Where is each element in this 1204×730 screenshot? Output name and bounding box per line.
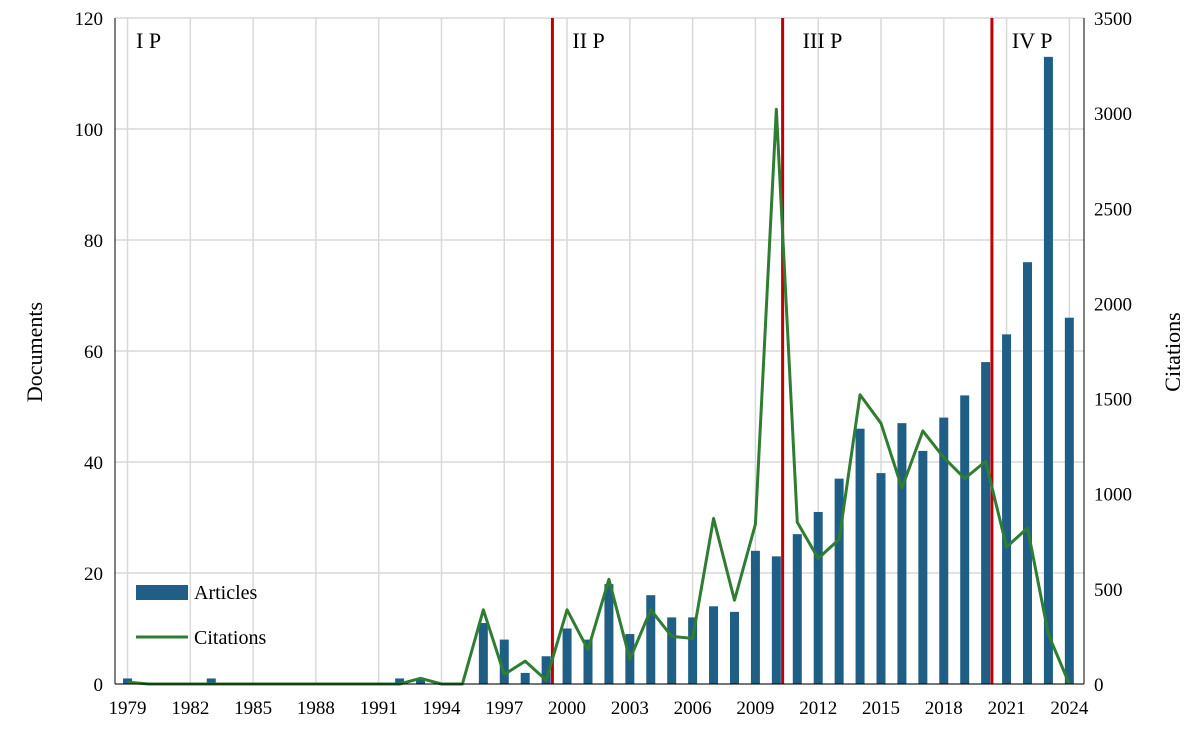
x-tick-label: 2009	[736, 698, 774, 719]
bar-articles-2019	[960, 395, 970, 684]
bar-articles-1998	[520, 672, 530, 684]
y-axis-left-title: Documents	[22, 302, 47, 402]
bar-articles-1993	[416, 678, 426, 684]
period-label: I P	[136, 28, 161, 53]
bar-articles-2024	[1064, 317, 1074, 684]
y-left-tick-label: 120	[75, 9, 104, 30]
x-tick-label: 1985	[234, 698, 272, 719]
period-labels: I P II P III P IV P	[136, 28, 1052, 53]
y-right-tick-label: 2500	[1094, 199, 1132, 220]
y-right-tick-label: 0	[1094, 675, 1104, 696]
bar-articles-2017	[918, 450, 928, 684]
line-series-citations	[127, 107, 1071, 686]
bar-articles-2021	[1002, 334, 1012, 684]
bar-series-articles	[123, 56, 1074, 685]
bar-articles-2002	[604, 584, 614, 684]
y-right-tick-label: 500	[1094, 580, 1123, 601]
bar-articles-2016	[897, 423, 907, 684]
bar-articles-1996	[478, 622, 488, 684]
x-tick-label: 1991	[360, 698, 398, 719]
x-tick-label: 2021	[988, 698, 1026, 719]
x-tick-label: 2003	[611, 698, 649, 719]
bar-articles-2015	[876, 473, 886, 684]
x-tick-label: 2018	[925, 698, 963, 719]
bar-articles-1992	[395, 678, 405, 684]
bar-articles-2001	[583, 639, 593, 684]
bar-articles-1997	[499, 639, 509, 684]
bar-articles-2022	[1022, 262, 1032, 684]
period-label: III P	[803, 28, 843, 53]
y-left-tick-label: 60	[84, 342, 103, 363]
axes-layer	[114, 18, 1085, 685]
y-left-tick-label: 20	[84, 564, 103, 585]
y-right-tick-label: 3500	[1094, 9, 1132, 30]
y-right-tick-label: 3000	[1094, 104, 1132, 125]
period-lines	[550, 18, 994, 684]
y-left-tick-label: 100	[75, 120, 104, 141]
bar-articles-2008	[729, 611, 739, 684]
x-tick-label: 2000	[548, 698, 586, 719]
x-tick-label: 2015	[862, 698, 900, 719]
x-tick-label: 2024	[1050, 698, 1089, 719]
bar-articles-2014	[855, 428, 865, 684]
x-tick-label: 1988	[297, 698, 335, 719]
grid-layer	[115, 17, 1084, 685]
y-right-tick-label: 2000	[1094, 294, 1132, 315]
x-tick-label: 1982	[171, 698, 209, 719]
x-tick-label: 2012	[799, 698, 837, 719]
y-right-tick-label: 1000	[1094, 485, 1132, 506]
bar-articles-1999	[541, 656, 551, 684]
bar-articles-1983	[206, 678, 216, 684]
bar-articles-2010	[771, 556, 781, 684]
bar-articles-1979	[123, 678, 133, 684]
y-left-tick-label: 80	[84, 231, 103, 252]
y-left-tick-label: 40	[84, 453, 103, 474]
bar-articles-2004	[646, 595, 656, 684]
bar-articles-2000	[562, 628, 572, 684]
bar-articles-2013	[834, 478, 844, 684]
bar-articles-2020	[981, 362, 991, 684]
period-label: II P	[572, 28, 604, 53]
period-label: IV P	[1012, 28, 1053, 53]
x-tick-label: 1997	[485, 698, 523, 719]
bar-articles-2023	[1043, 56, 1053, 685]
y-right-tick-label: 1500	[1094, 390, 1132, 411]
bar-articles-2005	[667, 617, 677, 684]
x-tick-label: 2006	[674, 698, 712, 719]
bar-articles-2018	[939, 417, 949, 684]
legend-articles-label: Articles	[194, 582, 258, 604]
legend-articles-swatch	[136, 585, 188, 600]
citations-line	[127, 107, 1071, 686]
bar-articles-2011	[792, 534, 802, 684]
bar-articles-2007	[709, 606, 719, 684]
x-tick-label: 1979	[109, 698, 147, 719]
bar-articles-2009	[750, 550, 760, 684]
tick-labels: 0 20 40 60 80 100 120 0 500 1000 1500 2000 2500 3000 3…	[75, 9, 1133, 719]
bar-articles-2012	[813, 511, 823, 684]
bar-articles-2006	[688, 617, 698, 684]
y-axis-right-title: Citations	[1160, 312, 1185, 391]
legend: Articles Citations	[136, 582, 266, 649]
y-left-tick-label: 0	[94, 675, 104, 696]
legend-citations-label: Citations	[194, 627, 266, 649]
x-tick-label: 1994	[422, 698, 461, 719]
